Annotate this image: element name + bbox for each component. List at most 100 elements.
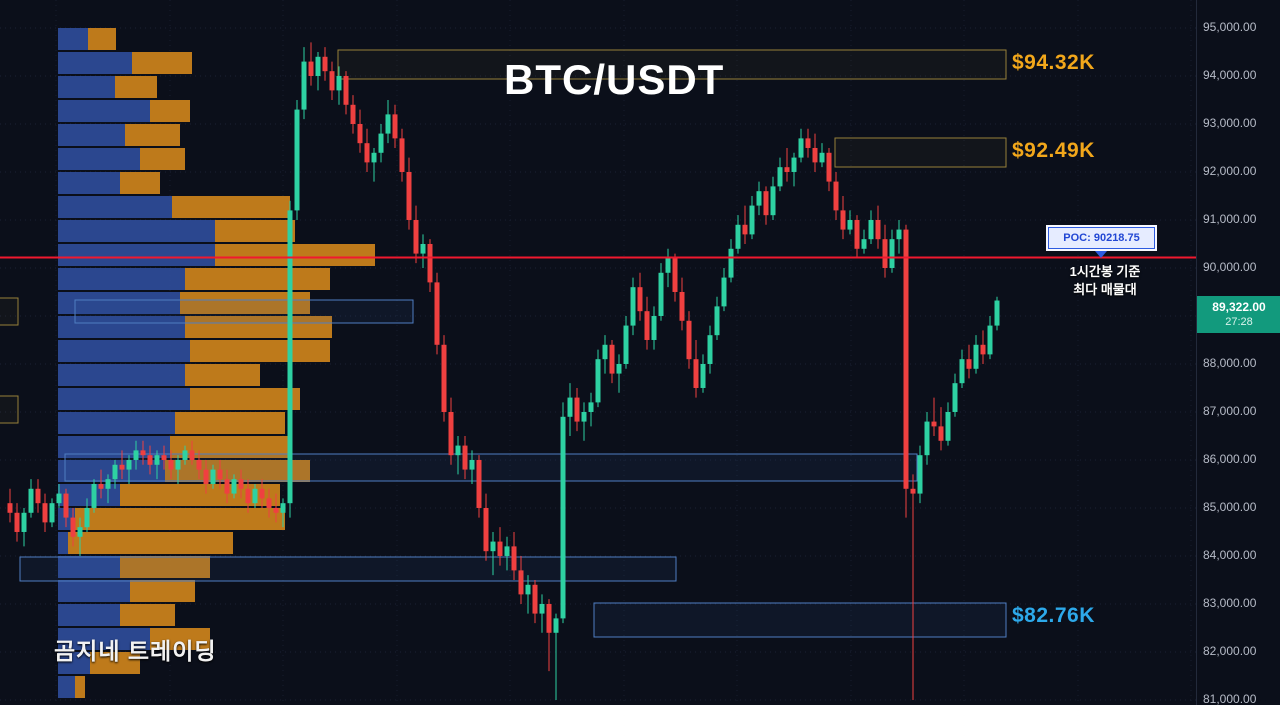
candle-body bbox=[980, 344, 986, 355]
candles-layer bbox=[7, 42, 1000, 700]
supply-zone-84k[interactable] bbox=[19, 556, 677, 582]
candle-body bbox=[413, 219, 419, 254]
vp-bar-orange bbox=[125, 124, 180, 146]
vp-bar-orange bbox=[170, 436, 290, 458]
vp-bar-blue bbox=[58, 388, 190, 410]
candle-body bbox=[448, 411, 454, 456]
candle-body bbox=[553, 618, 559, 633]
supply-zone-89k[interactable] bbox=[74, 299, 414, 324]
candle-body bbox=[147, 455, 153, 465]
vp-bar-orange bbox=[172, 196, 290, 218]
candle-body bbox=[252, 488, 258, 504]
candle-body bbox=[903, 229, 909, 489]
candle-body bbox=[518, 570, 524, 595]
candle-body bbox=[805, 138, 811, 148]
candle-body bbox=[63, 493, 69, 518]
vp-bar-blue bbox=[58, 148, 140, 170]
candle-body bbox=[350, 104, 356, 124]
candle-body bbox=[462, 445, 468, 470]
resistance-zone-94k[interactable] bbox=[337, 49, 1007, 80]
candle-body bbox=[770, 186, 776, 216]
candle-body bbox=[259, 488, 265, 499]
candle-body bbox=[560, 416, 566, 619]
vp-bar-blue bbox=[58, 100, 150, 122]
candle-body bbox=[329, 71, 335, 91]
candle-body bbox=[504, 546, 510, 556]
zones-layer[interactable] bbox=[0, 49, 1007, 638]
vp-bar-blue bbox=[58, 580, 130, 602]
support-zone-82k[interactable] bbox=[593, 602, 1007, 638]
candle-body bbox=[189, 450, 195, 460]
candle-body bbox=[441, 344, 447, 412]
vp-bar-orange bbox=[130, 580, 195, 602]
candle-body bbox=[364, 143, 370, 163]
vp-bar-blue bbox=[58, 604, 120, 626]
axis-price-label: 86,000.00 bbox=[1203, 451, 1257, 466]
candle-body bbox=[140, 450, 146, 456]
candle-body bbox=[938, 426, 944, 441]
axis-price-label: 88,000.00 bbox=[1203, 355, 1257, 370]
candle-body bbox=[875, 219, 881, 240]
price-axis[interactable]: 95,000.00 94,000.00 93,000.00 92,000.00 91,0… bbox=[1196, 0, 1280, 705]
vp-bar-orange bbox=[215, 220, 295, 242]
candle-body bbox=[567, 397, 573, 417]
candle-body bbox=[301, 61, 307, 110]
candle-body bbox=[77, 527, 83, 537]
candle-body bbox=[665, 258, 671, 273]
axis-price-label: 81,000.00 bbox=[1203, 691, 1257, 705]
candle-body bbox=[294, 109, 300, 211]
candle-body bbox=[203, 469, 209, 484]
poc-price-text: POC: 90218.75 bbox=[1063, 232, 1140, 244]
axis-price-label: 82,000.00 bbox=[1203, 643, 1257, 658]
candle-body bbox=[21, 512, 27, 532]
vp-bar-orange bbox=[190, 340, 330, 362]
candle-body bbox=[574, 397, 580, 422]
candle-body bbox=[637, 287, 643, 312]
candle-body bbox=[469, 459, 475, 470]
candle-body bbox=[861, 239, 867, 249]
vp-bar-orange bbox=[115, 76, 157, 98]
candle-body bbox=[154, 455, 160, 465]
candle-body bbox=[399, 138, 405, 172]
candle-body bbox=[392, 114, 398, 139]
vp-bar-orange bbox=[150, 628, 210, 650]
candle-body bbox=[266, 498, 272, 508]
poc-price-flag[interactable]: POC: 90218.75 bbox=[1048, 227, 1155, 249]
candle-body bbox=[847, 219, 853, 230]
candle-body bbox=[511, 546, 517, 571]
symbol-title: BTC/USDT bbox=[504, 56, 725, 103]
level-label-82k: $82.76K bbox=[1012, 604, 1095, 627]
candle-body bbox=[357, 123, 363, 144]
axis-price-label: 93,000.00 bbox=[1203, 115, 1257, 130]
candle-body bbox=[42, 503, 48, 523]
vp-bar-orange bbox=[120, 604, 175, 626]
candle-body bbox=[896, 229, 902, 240]
candle-body bbox=[672, 258, 678, 292]
vp-bar-blue bbox=[58, 28, 88, 50]
candle-body bbox=[217, 469, 223, 480]
candle-body bbox=[490, 541, 496, 552]
candle-body bbox=[245, 488, 251, 504]
candle-body bbox=[343, 75, 349, 105]
candle-body bbox=[434, 282, 440, 345]
candle-body bbox=[707, 335, 713, 364]
candle-body bbox=[756, 191, 762, 206]
candle-body bbox=[868, 219, 874, 240]
candle-body bbox=[371, 152, 377, 163]
candle-body bbox=[315, 56, 321, 76]
vp-bar-blue bbox=[58, 172, 120, 194]
vp-bar-blue bbox=[58, 676, 75, 698]
candle-body bbox=[224, 479, 230, 494]
vp-bar-orange bbox=[75, 508, 285, 530]
candle-body bbox=[525, 584, 531, 595]
candle-countdown: 27:28 bbox=[1225, 316, 1253, 328]
resistance-zone-92k[interactable] bbox=[834, 137, 1007, 168]
candle-body bbox=[616, 363, 622, 374]
left-edge-zone-1[interactable] bbox=[0, 297, 19, 326]
candle-body bbox=[882, 239, 888, 268]
vp-bar-blue bbox=[58, 196, 172, 218]
candle-body bbox=[588, 402, 594, 412]
axis-price-label: 94,000.00 bbox=[1203, 67, 1257, 82]
left-edge-zone-2[interactable] bbox=[0, 395, 19, 424]
